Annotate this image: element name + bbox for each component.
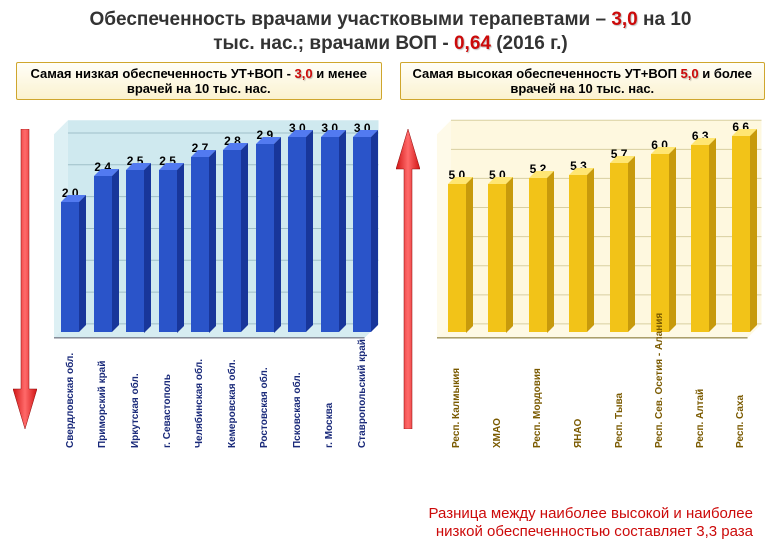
bar-group: 5,2Респ. Мордовия bbox=[518, 120, 559, 448]
bar bbox=[223, 150, 241, 332]
bar-group: 3,0Псковская обл. bbox=[281, 120, 313, 448]
category-label: Респ. Саха bbox=[735, 338, 746, 448]
category-label: Иркутская обл. bbox=[130, 338, 141, 448]
bar bbox=[488, 184, 506, 333]
category-label: Кемеровская обл. bbox=[227, 338, 238, 448]
category-label: Псковская обл. bbox=[292, 338, 303, 448]
right-subtitle-box: Самая высокая обеспеченность УТ+ВОП 5,0 … bbox=[400, 62, 766, 101]
bar bbox=[448, 184, 466, 333]
right-chart: 5,0Респ. Калмыкия5,0ХМАО5,2Респ. Мордови… bbox=[429, 106, 770, 452]
bar-group: 3,0г. Москва bbox=[314, 120, 346, 448]
bar bbox=[353, 137, 371, 332]
subtitle-text: Самая низкая обеспеченность УТ+ВОП - bbox=[30, 66, 294, 81]
arrow-up-icon bbox=[396, 129, 420, 429]
title-part: на 10 bbox=[638, 9, 692, 30]
category-label: Респ. Калмыкия bbox=[451, 338, 462, 448]
left-chart: 2,0Свердловская обл.2,4Приморский край2,… bbox=[46, 106, 387, 452]
left-arrow-col bbox=[12, 106, 38, 452]
bar-group: 3,0Ставропольский край bbox=[346, 120, 378, 448]
bar bbox=[126, 170, 144, 333]
category-label: Приморский край bbox=[97, 338, 108, 448]
bar bbox=[94, 176, 112, 332]
bar-group: 5,3ЯНАО bbox=[558, 120, 599, 448]
right-bars: 5,0Респ. Калмыкия5,0ХМАО5,2Респ. Мордови… bbox=[437, 120, 762, 448]
bar bbox=[651, 154, 669, 332]
category-label: Респ. Тыва bbox=[614, 338, 625, 448]
title-highlight-1: 3,0 bbox=[611, 9, 637, 30]
category-label: Ставропольский край bbox=[357, 338, 368, 448]
bar-group: 5,7Респ. Тыва bbox=[599, 120, 640, 448]
bar-group: 6,0Респ. Сев. Осетия - Алания bbox=[639, 120, 680, 448]
category-label: ХМАО bbox=[492, 338, 503, 448]
footer-line2: низкой обеспеченностью составляет 3,3 ра… bbox=[436, 523, 753, 540]
bar bbox=[691, 145, 709, 332]
title-part: тыс. нас.; врачами ВОП - bbox=[213, 33, 454, 54]
footer-note: Разница между наиболее высокой и наиболе… bbox=[0, 505, 781, 541]
bar-group: 2,0Свердловская обл. bbox=[54, 120, 86, 448]
category-label: Челябинская обл. bbox=[194, 338, 205, 448]
bar bbox=[61, 202, 79, 332]
category-label: Свердловская обл. bbox=[65, 338, 76, 448]
bar bbox=[529, 178, 547, 333]
category-label: Респ. Сев. Осетия - Алания bbox=[654, 338, 665, 448]
bar-group: 2,4Приморский край bbox=[86, 120, 118, 448]
bar-group: 5,0Респ. Калмыкия bbox=[437, 120, 478, 448]
bar bbox=[191, 157, 209, 333]
category-label: г. Севастополь bbox=[162, 338, 173, 448]
bar-group: 2,8Кемеровская обл. bbox=[216, 120, 248, 448]
bar-group: 2,7Челябинская обл. bbox=[184, 120, 216, 448]
bar bbox=[610, 163, 628, 332]
bar-group: 2,9Ростовская обл. bbox=[249, 120, 281, 448]
left-subtitle-box: Самая низкая обеспеченность УТ+ВОП - 3,0… bbox=[16, 62, 382, 101]
left-bars: 2,0Свердловская обл.2,4Приморский край2,… bbox=[54, 120, 379, 448]
category-label: Респ. Мордовия bbox=[532, 338, 543, 448]
bar bbox=[159, 170, 177, 333]
bar bbox=[569, 175, 587, 332]
bar-group: 2,5г. Севастополь bbox=[151, 120, 183, 448]
bar-group: 5,0ХМАО bbox=[477, 120, 518, 448]
subtitle-text: Самая высокая обеспеченность УТ+ВОП bbox=[412, 66, 680, 81]
subtitle-highlight: 5,0 bbox=[681, 66, 699, 81]
title-part: Обеспеченность врачами участковыми терап… bbox=[90, 9, 612, 30]
bar bbox=[732, 136, 750, 332]
category-label: г. Москва bbox=[324, 338, 335, 448]
title-highlight-2: 0,64 bbox=[454, 33, 491, 54]
subtitle-row: Самая низкая обеспеченность УТ+ВОП - 3,0… bbox=[0, 60, 781, 101]
bar bbox=[256, 144, 274, 333]
footer-line1: Разница между наиболее высокой и наиболе… bbox=[429, 505, 753, 522]
bar-group: 6,3Респ. Алтай bbox=[680, 120, 721, 448]
subtitle-highlight: 3,0 bbox=[295, 66, 313, 81]
bar bbox=[288, 137, 306, 332]
main-title: Обеспеченность врачами участковыми терап… bbox=[0, 0, 781, 60]
arrow-down-icon bbox=[13, 129, 37, 429]
bar-group: 6,6Респ. Саха bbox=[720, 120, 761, 448]
title-part: (2016 г.) bbox=[491, 33, 568, 54]
bar-group: 2,5Иркутская обл. bbox=[119, 120, 151, 448]
bar bbox=[321, 137, 339, 332]
category-label: Ростовская обл. bbox=[259, 338, 270, 448]
chart-panels: 2,0Свердловская обл.2,4Приморский край2,… bbox=[0, 100, 781, 452]
category-label: ЯНАО bbox=[573, 338, 584, 448]
category-label: Респ. Алтай bbox=[695, 338, 706, 448]
right-arrow-col bbox=[395, 106, 421, 452]
